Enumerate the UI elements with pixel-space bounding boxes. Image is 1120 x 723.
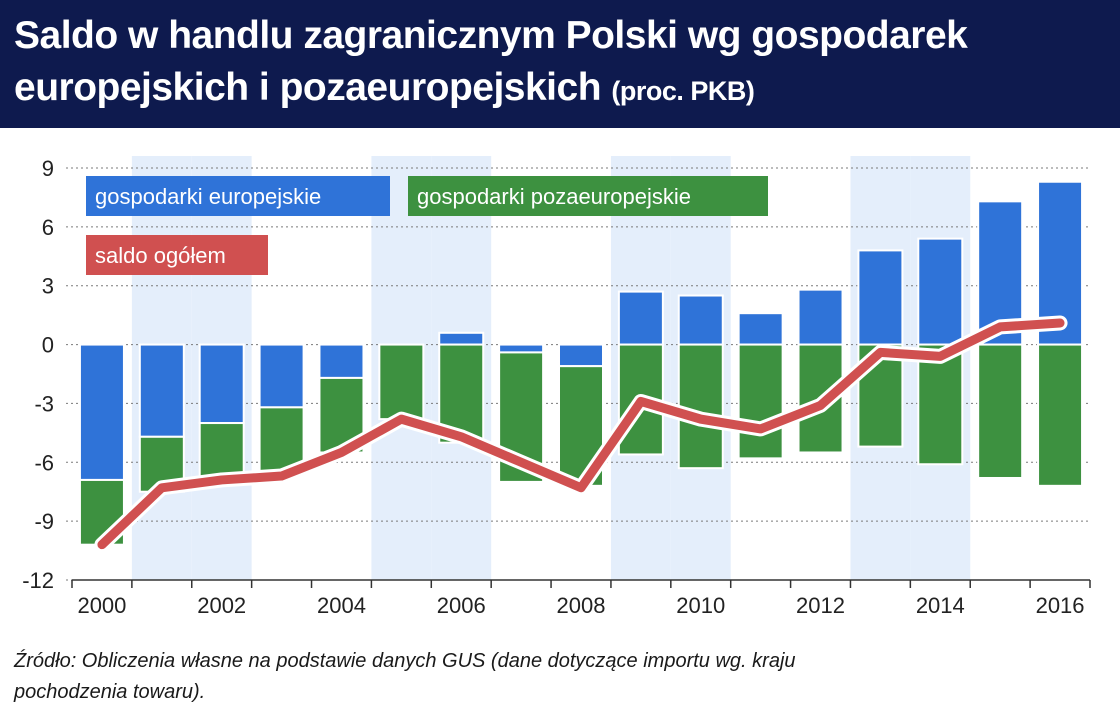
bar-non-europe-2014 — [917, 343, 964, 466]
y-tick-label: 9 — [42, 156, 54, 181]
y-tick-label: 3 — [42, 274, 54, 299]
source-line-1: Źródło: Obliczenia własne na podstawie d… — [14, 650, 796, 672]
bar-non-europe-2003 — [258, 406, 305, 478]
x-tick-label-2012: 2012 — [796, 593, 845, 618]
bar-europe-2007 — [498, 343, 545, 354]
x-tick-label-2010: 2010 — [676, 593, 725, 618]
y-tick-label: -3 — [34, 391, 54, 416]
bar-europe-2008 — [558, 343, 604, 368]
total-point-2006 — [459, 435, 463, 439]
chart-area: 9 6 3 0 -3 -6 -9 -12 2000 2002 2004 2006 2008 2010 201… — [22, 156, 1091, 618]
bar-europe-2014 — [917, 237, 964, 346]
legend-europe-label: gospodarki europejskie — [95, 184, 321, 209]
bar-europe-2001 — [138, 343, 185, 438]
total-point-2016 — [1058, 321, 1062, 325]
source-line-2: pochodzenia towaru). — [14, 681, 206, 703]
legend-non-europe-label: gospodarki pozaeuropejskie — [417, 184, 691, 209]
total-point-2015 — [998, 325, 1002, 329]
total-point-2007 — [519, 460, 523, 464]
axes: 9 6 3 0 -3 -6 -9 -12 2000 2002 2004 2006 2008 2010 201… — [22, 156, 1091, 618]
y-tick-label: 0 — [42, 333, 54, 358]
total-point-2011 — [759, 427, 763, 431]
bar-europe-2012 — [797, 288, 844, 346]
x-tick-label-2008: 2008 — [557, 593, 606, 618]
y-tick-label: 6 — [42, 215, 54, 240]
series-total-line — [94, 315, 1068, 553]
title-line-1: Saldo w handlu zagranicznym Polski wg go… — [14, 14, 968, 57]
bar-europe-2004 — [318, 343, 365, 379]
x-tick-label-2004: 2004 — [317, 593, 366, 618]
y-tick-label: -9 — [34, 509, 54, 534]
x-tick-label-2014: 2014 — [916, 593, 965, 618]
legend-europe-box — [86, 176, 390, 216]
total-point-2009 — [639, 399, 643, 403]
bar-europe-2011 — [737, 312, 784, 346]
legend-non-europe-box — [408, 176, 768, 216]
x-tick-label-2002: 2002 — [197, 593, 246, 618]
total-point-2001 — [160, 486, 164, 490]
total-point-2010 — [699, 417, 703, 421]
chart-title: Saldo w handlu zagranicznym Polski wg go… — [14, 10, 1104, 117]
total-point-2000 — [100, 543, 104, 547]
total-point-2005 — [399, 417, 403, 421]
x-tick-label-2000: 2000 — [77, 593, 126, 618]
bar-europe-2000 — [78, 343, 125, 481]
bar-non-europe-2005 — [378, 343, 425, 421]
bar-europe-2010 — [677, 294, 724, 346]
legend-total-box — [86, 235, 268, 275]
bar-europe-2006 — [438, 331, 485, 346]
title-line-2: europejskich i pozaeuropejskich — [14, 66, 602, 109]
source-note: Źródło: Obliczenia własne na podstawie d… — [14, 646, 1104, 708]
bar-non-europe-2015 — [977, 343, 1024, 479]
y-tick-label: -12 — [22, 568, 54, 593]
total-point-2013 — [878, 350, 882, 354]
background-stripes — [131, 156, 971, 580]
legend-total-label: saldo ogółem — [95, 243, 226, 268]
y-tick-label: -6 — [34, 450, 54, 475]
title-unit: (proc. PKB) — [611, 76, 755, 106]
total-point-2014 — [938, 354, 942, 358]
title-banner: Saldo w handlu zagranicznym Polski wg go… — [0, 0, 1120, 128]
bar-europe-2013 — [857, 249, 904, 346]
legend: gospodarki europejskie gospodarki pozaeur… — [86, 176, 768, 275]
bar-europe-2009 — [617, 290, 664, 346]
total-point-2002 — [220, 478, 224, 482]
bar-non-europe-2010 — [677, 343, 724, 470]
total-point-2012 — [819, 403, 823, 407]
total-point-2004 — [339, 450, 343, 454]
x-tick-label-2006: 2006 — [437, 593, 486, 618]
total-point-2008 — [579, 486, 583, 490]
bar-non-europe-2016 — [1037, 343, 1084, 487]
bar-europe-2002 — [198, 343, 245, 425]
bar-non-europe-2012 — [797, 343, 844, 454]
bar-non-europe-2011 — [737, 343, 784, 460]
bar-europe-2003 — [258, 343, 305, 409]
x-tick-label-2016: 2016 — [1036, 593, 1085, 618]
total-point-2003 — [280, 474, 284, 478]
